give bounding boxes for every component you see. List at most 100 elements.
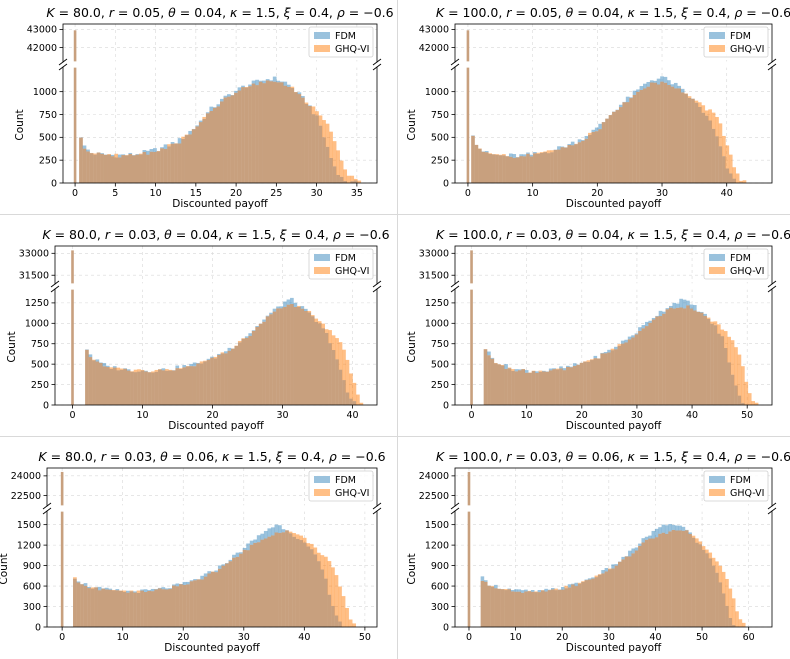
bar-fdm <box>262 80 266 84</box>
bar-fdm <box>651 530 656 539</box>
bar-overlap <box>251 330 256 405</box>
bar-fdm <box>668 524 672 532</box>
y-tick-label-lower-1: 300 <box>431 602 449 613</box>
bar-ghq <box>534 591 538 593</box>
bar-fdm <box>514 369 519 372</box>
bar-fdm <box>607 349 611 353</box>
bar-ghq <box>181 136 185 139</box>
bar-overlap <box>227 350 232 405</box>
bar-ghq <box>713 321 718 326</box>
bar-overlap <box>274 532 279 627</box>
bar-overlap <box>193 580 197 627</box>
bar-overlap <box>269 81 274 183</box>
bar-overlap <box>584 580 589 627</box>
bar-ghq <box>203 360 207 362</box>
bar-fdm <box>517 589 522 592</box>
bar-overlap <box>520 592 525 627</box>
bar-overlap <box>119 369 124 405</box>
bar-overlap <box>310 316 315 405</box>
axis-break-mark-0 <box>42 502 52 510</box>
bar-overlap <box>570 145 575 183</box>
bar-overlap <box>147 372 152 405</box>
bar-ghq <box>199 361 204 364</box>
bar-overlap <box>220 101 224 183</box>
bar-overlap <box>673 88 678 183</box>
bar-overlap <box>524 591 528 627</box>
bar-fdm <box>150 588 155 592</box>
bar-ghq <box>706 317 711 319</box>
bar-overlap <box>560 147 565 183</box>
bar-fdm <box>649 80 654 83</box>
bar-overlap <box>546 153 551 183</box>
bar-overlap <box>234 92 238 183</box>
bar-overlap <box>248 335 253 405</box>
bar-overlap <box>296 306 301 405</box>
histogram-bars <box>73 30 362 183</box>
bar-overlap <box>545 371 550 405</box>
bar-fdm <box>510 590 515 592</box>
y-tick-label-lower-5: 1250 <box>425 298 449 309</box>
bar-fdm <box>251 80 256 84</box>
bar-overlap <box>121 155 126 183</box>
bar-overlap <box>309 549 314 627</box>
bar-overlap <box>598 129 602 183</box>
bar-fdm <box>144 370 148 372</box>
bar-overlap <box>196 579 201 627</box>
bar-ghq <box>698 102 702 107</box>
bar-ghq <box>564 585 568 589</box>
legend: FDM GHQ-VI <box>703 248 769 280</box>
bar-ghq <box>511 369 515 371</box>
chart-panel-6: K = 100.0, r = 0.03, θ = 0.06, κ = 1.5, … <box>406 449 790 654</box>
legend-swatch-fdm <box>709 254 725 261</box>
bar-overlap <box>313 554 318 627</box>
bar-ghq <box>728 154 733 174</box>
bar-overlap <box>270 535 275 627</box>
bar-overlap <box>342 380 346 405</box>
chart-panel-5: K = 80.0, r = 0.03, θ = 0.06, κ = 1.5, ξ… <box>0 449 386 654</box>
x-tick-label-7: 35 <box>351 188 363 199</box>
bar-overlap <box>206 359 211 405</box>
bar-overlap <box>638 545 642 627</box>
bar-overlap <box>723 347 728 405</box>
bar-fdm <box>638 327 642 331</box>
y-tick-label-lower-4: 1000 <box>425 319 449 330</box>
y-tick-label-lower-3: 750 <box>31 339 49 350</box>
bar-overlap <box>471 135 475 183</box>
bar-fdm <box>172 584 176 586</box>
bar-overlap <box>551 589 555 627</box>
bar-fdm <box>682 299 687 309</box>
bar-overlap <box>511 370 515 405</box>
bar-overlap <box>654 537 659 627</box>
bar-overlap <box>493 363 498 405</box>
y-tick-label-lower-5: 1500 <box>17 520 41 531</box>
legend-swatch-ghq <box>709 45 725 52</box>
chart-title: K = 100.0, r = 0.03, θ = 0.04, κ = 1.5, … <box>436 227 790 242</box>
bar-overlap <box>535 372 539 405</box>
bar-fdm <box>272 76 277 82</box>
bar-fdm <box>234 90 238 93</box>
bar-fdm <box>265 79 270 81</box>
bar-overlap <box>555 369 560 405</box>
legend-swatch-fdm <box>709 476 725 483</box>
bar-fdm <box>121 154 126 156</box>
bar-overlap <box>691 537 696 627</box>
bar-ghq <box>325 123 330 147</box>
bar-overlap <box>607 352 611 405</box>
bar-ghq <box>538 370 543 372</box>
bar-overlap <box>725 605 729 627</box>
bar-overlap <box>495 154 499 183</box>
bar-overlap <box>343 181 348 183</box>
bar-ghq <box>322 120 326 138</box>
bar-ghq <box>607 568 612 570</box>
legend-label-ghq: GHQ-VI <box>335 266 369 277</box>
bar-fdm <box>195 125 200 127</box>
bar-ghq <box>295 534 300 539</box>
bar-overlap <box>584 138 589 183</box>
bar-overlap <box>507 589 511 627</box>
bar-ghq <box>339 160 344 177</box>
x-tick-label-0: 0 <box>69 410 75 421</box>
bar-overlap <box>537 592 542 627</box>
y-tick-label-lower-4: 1000 <box>33 87 57 98</box>
bar-overlap <box>225 563 229 627</box>
bar-overlap <box>605 118 609 183</box>
